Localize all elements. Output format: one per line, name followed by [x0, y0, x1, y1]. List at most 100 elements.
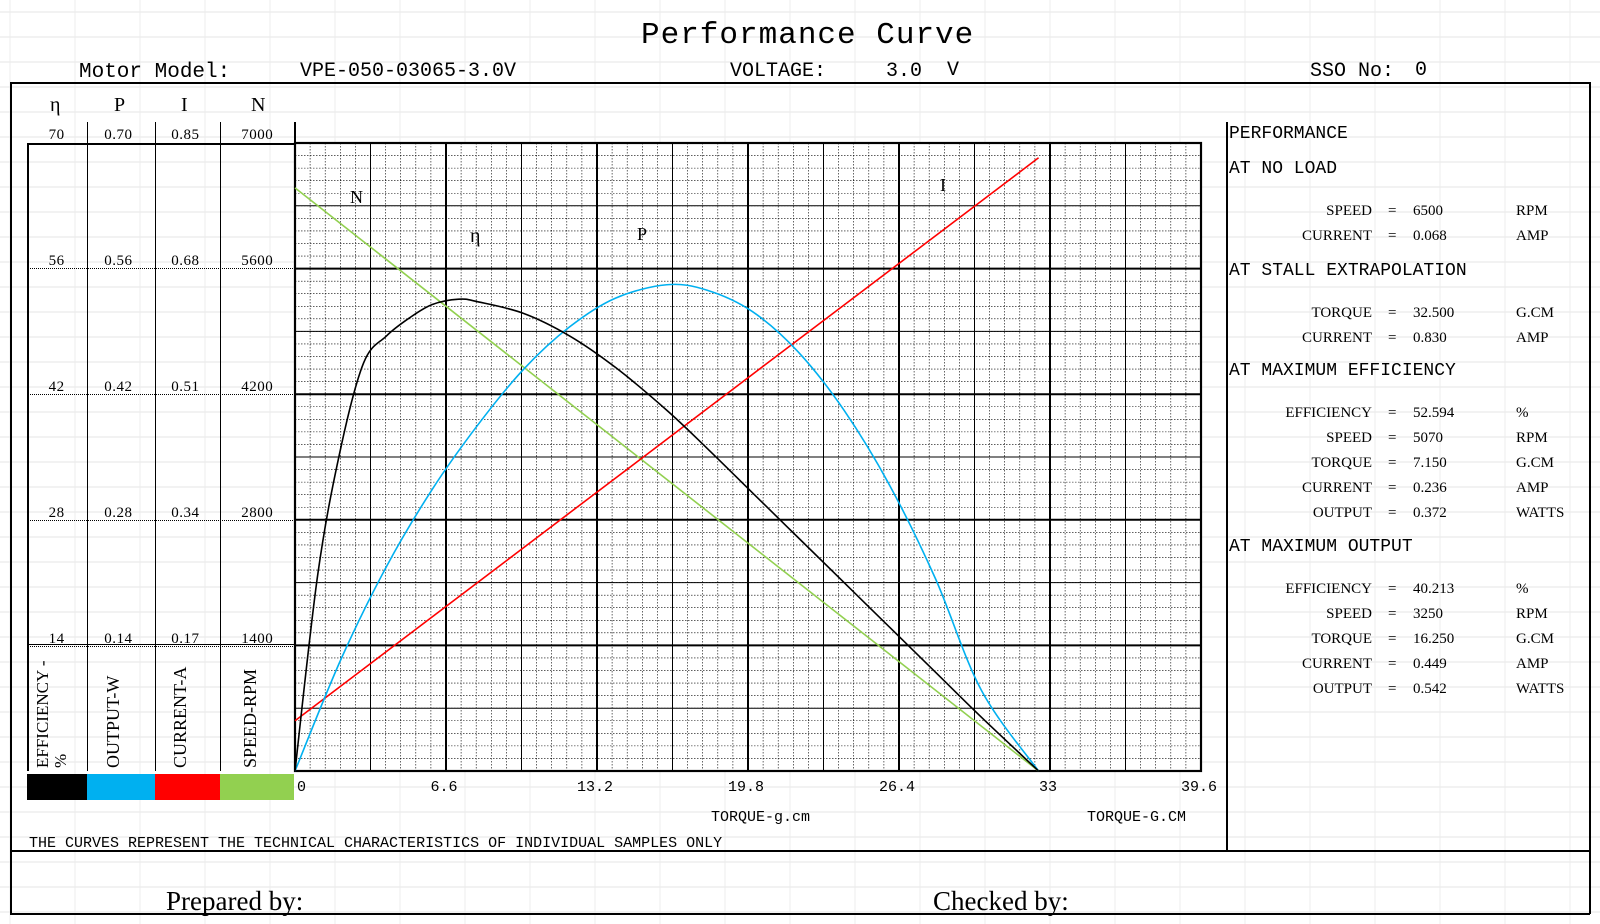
perf-row-eq: = — [1388, 228, 1397, 244]
perf-row-label: SPEED — [1326, 203, 1372, 219]
perf-row-value: 16.250 — [1413, 631, 1455, 647]
scale-legend-line — [27, 644, 295, 645]
scale-header-2: I — [181, 94, 188, 116]
perf-row-eq: = — [1388, 581, 1397, 597]
perf-row-unit: WATTS — [1516, 505, 1565, 521]
scale-col-line — [220, 122, 221, 771]
frame-left-line — [10, 82, 12, 914]
scale-value: 0.28 — [104, 505, 133, 521]
scale-value: 0.70 — [104, 127, 133, 143]
series-label-p: P — [637, 224, 648, 244]
perf-row-unit: AMP — [1516, 330, 1549, 346]
scale-row-line — [27, 520, 295, 521]
scale-row-line — [27, 268, 295, 269]
x-tick-label: 33 — [1039, 779, 1057, 796]
perf-row-eq: = — [1388, 430, 1397, 446]
perf-row-value: 0.830 — [1413, 330, 1447, 346]
perf-row-eq: = — [1388, 405, 1397, 421]
perf-row-eq: = — [1388, 631, 1397, 647]
perf-row-unit: WATTS — [1516, 681, 1565, 697]
frame-right-line — [1589, 82, 1591, 914]
perf-row-label: CURRENT — [1301, 480, 1372, 496]
perf-row-label: CURRENT — [1301, 228, 1372, 244]
perf-row-label: TORQUE — [1311, 631, 1372, 647]
scale-row-line — [27, 394, 295, 395]
checked-by-label: Checked by: — [933, 886, 1069, 916]
perf-panel-left-line — [1226, 122, 1228, 850]
perf-row-label: SPEED — [1326, 606, 1372, 622]
x-tick-label: 26.4 — [879, 779, 915, 796]
perf-section-heading: AT MAXIMUM EFFICIENCY — [1229, 361, 1456, 381]
voltage-value: 3.0 — [886, 60, 923, 83]
perf-row-value: 0.372 — [1413, 505, 1447, 521]
perf-row-value: 40.213 — [1413, 581, 1455, 597]
perf-row-value: 52.594 — [1413, 405, 1455, 421]
perf-row-unit: G.CM — [1516, 631, 1554, 647]
perf-row-label: CURRENT — [1301, 656, 1372, 672]
scale-value: 56 — [48, 253, 65, 269]
perf-row-label: SPEED — [1326, 430, 1372, 446]
frame-top-line — [10, 82, 1590, 84]
perf-row-eq: = — [1388, 455, 1397, 471]
perf-row-unit: % — [1516, 405, 1529, 421]
scale-value: 4200 — [241, 379, 274, 395]
perf-row-label: OUTPUT — [1312, 505, 1372, 521]
perf-row-eq: = — [1388, 505, 1397, 521]
perf-row-value: 0.236 — [1413, 480, 1447, 496]
series-label-i: I — [940, 175, 946, 195]
perf-row-unit: G.CM — [1516, 455, 1554, 471]
perf-row-label: EFFICIENCY — [1285, 405, 1372, 421]
scale-header-3: N — [251, 94, 266, 116]
scale-top-line — [27, 143, 295, 145]
series-label-eta: η — [470, 225, 481, 247]
scale-value: 28 — [48, 505, 65, 521]
scale-value: 5600 — [241, 253, 274, 269]
sso-value: 0 — [1415, 59, 1428, 82]
scale-value: 14 — [48, 631, 65, 647]
legend-swatch-0 — [27, 774, 87, 800]
performance-title: PERFORMANCE — [1229, 124, 1348, 144]
scale-value: 0.42 — [104, 379, 133, 395]
perf-row-unit: AMP — [1516, 656, 1549, 672]
perf-row-value: 6500 — [1413, 203, 1443, 219]
scale-value: 1400 — [241, 631, 274, 647]
perf-row-label: TORQUE — [1311, 455, 1372, 471]
perf-row-label: OUTPUT — [1312, 681, 1372, 697]
scale-value: 0.56 — [104, 253, 133, 269]
perf-row-eq: = — [1388, 656, 1397, 672]
scale-value: 2800 — [241, 505, 274, 521]
perf-row-unit: G.CM — [1516, 305, 1554, 321]
scale-col-line — [87, 122, 88, 771]
perf-row-value: 32.500 — [1413, 305, 1455, 321]
prepared-by-label: Prepared by: — [166, 886, 304, 916]
perf-row-eq: = — [1388, 606, 1397, 622]
perf-row-value: 7.150 — [1413, 455, 1447, 471]
sso-label: SSO No: — [1310, 60, 1395, 83]
scale-value: 0.14 — [104, 631, 133, 647]
scale-value: 0.68 — [171, 253, 200, 269]
legend-swatch-1 — [87, 774, 155, 800]
perf-section-heading: AT STALL EXTRAPOLATION — [1229, 261, 1467, 281]
x-tick-label: 19.8 — [728, 779, 764, 796]
legend-swatch-2 — [155, 774, 220, 800]
scale-value: 70 — [48, 127, 65, 143]
perf-row-eq: = — [1388, 330, 1397, 346]
perf-row-eq: = — [1388, 203, 1397, 219]
scale-header-0: η — [50, 94, 61, 116]
x-tick-label: 13.2 — [577, 779, 613, 796]
perf-row-unit: RPM — [1516, 203, 1548, 219]
page-title: Performance Curve — [641, 18, 975, 53]
scale-value: 42 — [48, 379, 65, 395]
perf-row-label: EFFICIENCY — [1285, 581, 1372, 597]
plot-border — [293, 141, 1203, 773]
perf-row-unit: RPM — [1516, 606, 1548, 622]
scale-value: 0.17 — [171, 631, 200, 647]
perf-row-unit: AMP — [1516, 480, 1549, 496]
perf-section-heading: AT MAXIMUM OUTPUT — [1229, 537, 1413, 557]
series-line-eta — [294, 298, 1040, 772]
scale-col-line — [155, 122, 156, 771]
x-tick-label: 39.6 — [1181, 779, 1217, 796]
perf-row-value: 0.449 — [1413, 656, 1447, 672]
x-tick-label: 6.6 — [430, 779, 457, 796]
perf-row-value: 5070 — [1413, 430, 1443, 446]
